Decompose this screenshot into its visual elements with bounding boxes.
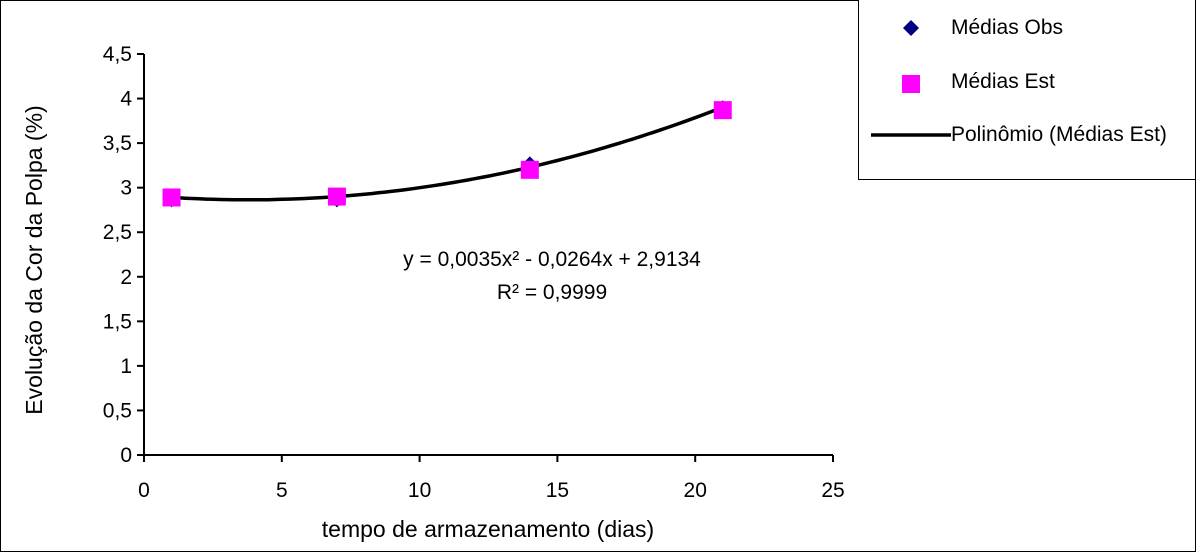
trendline-r-squared: R² = 0,9999 (497, 281, 607, 304)
legend-item-medias-obs: Médias Obs (859, 8, 1195, 48)
trendline (171, 105, 724, 202)
y-tick-label: 1 (120, 355, 132, 378)
diamond-marker-icon (903, 20, 919, 36)
x-tick-label: 20 (684, 479, 707, 502)
est-point (327, 187, 346, 206)
legend: Médias Obs Médias Est Polinômio (Médias … (858, 0, 1196, 180)
y-tick-label: 2 (120, 266, 132, 289)
y-tick-label: 4,5 (103, 43, 132, 66)
x-tick-label: 15 (546, 479, 569, 502)
x-axis-title: tempo de armazenamento (dias) (322, 516, 654, 542)
y-axis-title: Evolução da Cor da Polpa (%) (21, 105, 47, 414)
legend-item-polinomio: Polinômio (Médias Est) (859, 118, 1195, 180)
trendline-curve (171, 105, 724, 202)
y-tick-label: 4 (120, 88, 132, 111)
trendline-equation: y = 0,0035x² - 0,0264x + 2,9134 (403, 248, 701, 271)
legend-label: Médias Est (951, 70, 1055, 93)
y-tick-label: 1,5 (103, 310, 132, 333)
axes: 0 0,5 1 1,5 2 2,5 3 3,5 4 4,5 0 5 10 15 20 25 (103, 43, 845, 502)
x-tick-label: 5 (276, 479, 288, 502)
y-tick-label: 2,5 (103, 221, 132, 244)
y-tick-label: 3 (120, 177, 132, 200)
x-tick-label: 25 (821, 479, 844, 502)
square-marker-icon (902, 75, 920, 93)
y-tick-label: 0,5 (103, 399, 132, 422)
legend-label: Polinômio (Médias Est) (951, 123, 1167, 146)
est-point (162, 188, 181, 207)
legend-item-medias-est: Médias Est (859, 62, 1195, 102)
x-tick-label: 0 (138, 479, 150, 502)
y-tick-label: 0 (120, 444, 132, 467)
line-marker-icon (871, 133, 951, 137)
est-point (713, 101, 732, 120)
y-tick-label: 3,5 (103, 132, 132, 155)
x-tick-label: 10 (408, 479, 431, 502)
legend-label: Médias Obs (951, 16, 1064, 39)
est-point (520, 160, 539, 179)
data-points (162, 100, 732, 208)
